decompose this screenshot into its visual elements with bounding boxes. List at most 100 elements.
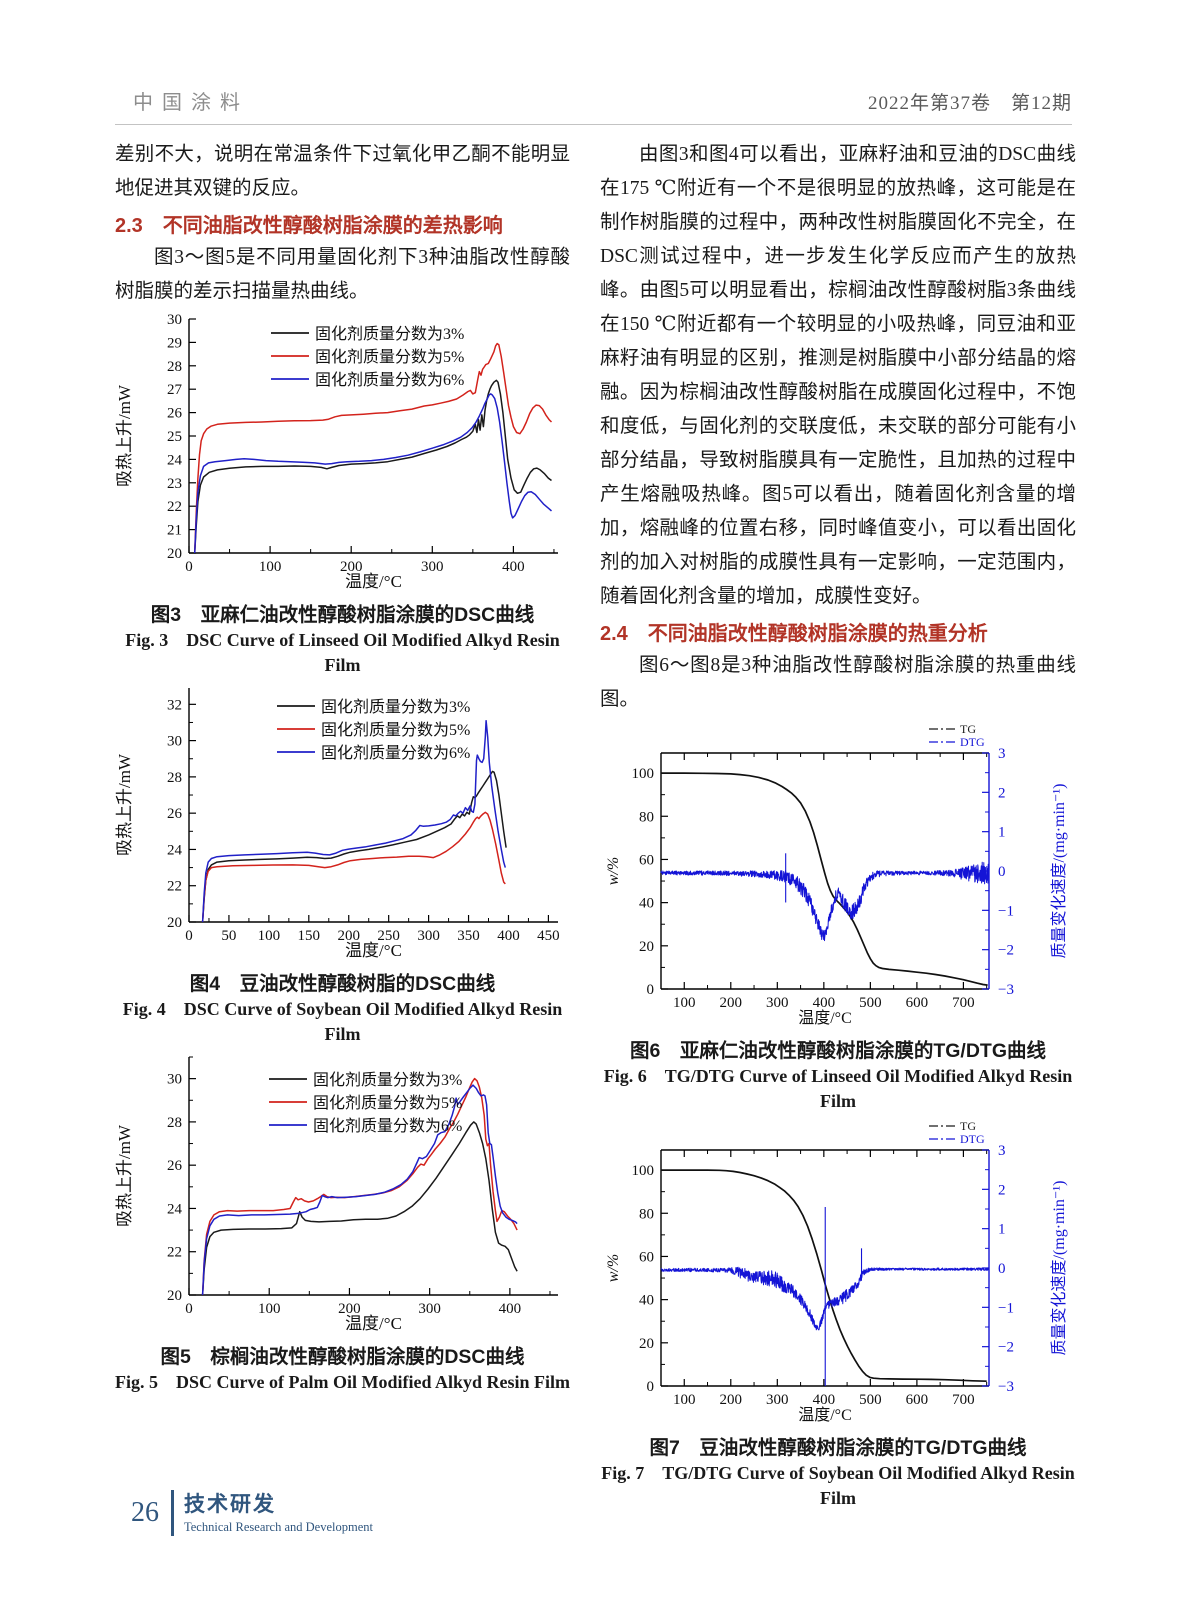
svg-text:60: 60 [639,1249,654,1265]
journal-issue: 2022年第37卷 第12期 [867,93,1072,114]
svg-text:450: 450 [537,928,560,944]
svg-text:温度/°C: 温度/°C [798,1009,852,1027]
svg-text:29: 29 [167,335,182,351]
svg-text:DTG: DTG [960,1132,985,1146]
svg-text:40: 40 [639,1293,654,1309]
svg-text:100: 100 [632,766,655,782]
svg-text:100: 100 [258,1301,281,1317]
svg-text:−2: −2 [998,943,1014,959]
svg-text:−2: −2 [998,1340,1014,1356]
figure-5-dsc-chart: 0 100 200 300 400 20 22 24 26 28 30 温度/°C 吸热上升/mW 固化剂… [115,1056,558,1333]
footer-divider-bar [171,1490,174,1536]
figure-6-caption-zh: 图6 亚麻仁油改性醇酸树脂涂膜的TG/DTG曲线 [629,1040,1046,1062]
footer-section-subtitle: Technical Research and Development [184,1519,373,1534]
svg-text:26: 26 [167,406,183,422]
svg-text:3: 3 [998,1143,1006,1159]
figure-7: 100 200 300 400 500 600 700 0 20 40 60 80 100 −3 −2 −1 0… [600,1118,1076,1511]
svg-text:30: 30 [167,313,182,328]
svg-text:0: 0 [185,928,193,944]
svg-text:400: 400 [497,928,520,944]
svg-text:500: 500 [859,1392,882,1408]
svg-text:0: 0 [185,1301,193,1317]
svg-text:21: 21 [167,523,182,539]
svg-text:200: 200 [337,928,360,944]
svg-text:固化剂质量分数为6%: 固化剂质量分数为6% [321,744,470,762]
svg-text:固化剂质量分数为3%: 固化剂质量分数为3% [321,698,470,716]
svg-text:60: 60 [639,852,654,868]
svg-text:−1: −1 [998,903,1014,919]
page-footer: 26 技术研发 Technical Research and Developme… [131,1490,373,1536]
svg-text:32: 32 [167,697,182,713]
svg-text:200: 200 [720,995,743,1011]
figure-6-caption-en: Fig. 6 TG/DTG Curve of Linseed Oil Modif… [603,1066,1073,1111]
page-number: 26 [131,1497,159,1528]
svg-text:100: 100 [673,1392,696,1408]
figure-4-caption-en: Fig. 4 DSC Curve of Soybean Oil Modified… [122,999,563,1044]
figure-7-tg-dtg-chart: 100 200 300 400 500 600 700 0 20 40 60 80 100 −3 −2 −1 0… [605,1119,1068,1424]
svg-text:2: 2 [998,1182,1006,1198]
svg-text:固化剂质量分数为5%: 固化剂质量分数为5% [313,1094,462,1112]
svg-text:600: 600 [906,995,929,1011]
figure-3-caption-zh: 图3 亚麻仁油改性醇酸树脂涂膜的DSC曲线 [150,604,535,626]
svg-text:100: 100 [259,559,282,575]
left-column: 差别不大，说明在常温条件下过氧化甲乙酮不能明显地促进其双键的反应。 2.3 不同… [115,138,570,1395]
svg-text:80: 80 [639,809,654,825]
svg-text:固化剂质量分数为3%: 固化剂质量分数为3% [315,325,464,343]
svg-text:200: 200 [338,1301,361,1317]
svg-text:28: 28 [167,1115,182,1131]
svg-text:300: 300 [766,995,789,1011]
figure-6-tg-dtg-chart: 100 200 300 400 500 600 700 0 20 40 60 80 100 −3 −2 −1 0… [605,722,1068,1027]
svg-text:200: 200 [720,1392,743,1408]
svg-text:25: 25 [167,429,182,445]
svg-text:300: 300 [417,928,440,944]
svg-text:300: 300 [421,559,444,575]
svg-text:26: 26 [167,806,183,822]
svg-text:24: 24 [167,842,183,858]
svg-text:温度/°C: 温度/°C [345,572,402,591]
svg-text:温度/°C: 温度/°C [345,1314,402,1333]
svg-text:w/%: w/% [605,857,622,885]
svg-text:300: 300 [418,1301,441,1317]
svg-text:400: 400 [502,559,525,575]
svg-text:400: 400 [813,995,836,1011]
svg-text:20: 20 [639,1336,654,1352]
svg-text:吸热上升/mW: 吸热上升/mW [115,1124,134,1227]
figure-4-dsc-chart: 0 50 100 150 200 250 300 350 400 450 20 22 24 26 28 30 3… [115,688,560,960]
svg-text:28: 28 [167,359,182,375]
svg-text:22: 22 [167,879,182,895]
paragraph-left-2: 图3～图5是不同用量固化剂下3种油脂改性醇酸树脂膜的差示扫描量热曲线。 [115,247,570,302]
figure-4: 0 50 100 150 200 250 300 350 400 450 20 22 24 26 28 30 3… [115,682,570,1047]
svg-text:24: 24 [167,452,183,468]
paragraph-right-1: 由图3和图4可以看出，亚麻籽油和豆油的DSC曲线在175 ℃附近有一个不是很明显… [600,144,1076,607]
svg-text:0: 0 [647,1379,655,1395]
svg-text:固化剂质量分数为5%: 固化剂质量分数为5% [315,348,464,366]
figure-6: 100 200 300 400 500 600 700 0 20 40 60 80 100 −3 −2 −1 0… [600,721,1076,1114]
svg-text:TG: TG [960,1119,976,1133]
svg-text:0: 0 [998,864,1006,880]
svg-text:固化剂质量分数为3%: 固化剂质量分数为3% [313,1071,462,1089]
svg-text:1: 1 [998,1222,1006,1238]
svg-text:400: 400 [499,1301,522,1317]
svg-text:300: 300 [766,1392,789,1408]
paragraph-left-1: 差别不大，说明在常温条件下过氧化甲乙酮不能明显地促进其双键的反应。 [115,144,570,199]
figure-3-caption-en: Fig. 3 DSC Curve of Linseed Oil Modified… [125,630,560,675]
svg-text:质量变化速度/(mg·min⁻¹): 质量变化速度/(mg·min⁻¹) [1050,783,1068,958]
svg-text:40: 40 [639,896,654,912]
svg-text:400: 400 [813,1392,836,1408]
svg-text:吸热上升/mW: 吸热上升/mW [115,753,134,856]
figure-5-caption-zh: 图5 棕榈油改性醇酸树脂涂膜的DSC曲线 [160,1346,525,1368]
svg-text:0: 0 [647,982,655,998]
svg-text:100: 100 [673,995,696,1011]
svg-text:700: 700 [952,1392,975,1408]
figure-5: 0 100 200 300 400 20 22 24 26 28 30 温度/°C 吸热上升/mW 固化剂… [115,1051,570,1395]
svg-text:0: 0 [185,559,193,575]
svg-text:0: 0 [998,1261,1006,1277]
svg-text:20: 20 [167,546,182,562]
svg-text:200: 200 [340,559,363,575]
svg-text:600: 600 [906,1392,929,1408]
svg-text:150: 150 [298,928,321,944]
svg-text:24: 24 [167,1201,183,1217]
svg-text:w/%: w/% [605,1254,622,1282]
journal-title: 中国涂料 [133,92,249,114]
